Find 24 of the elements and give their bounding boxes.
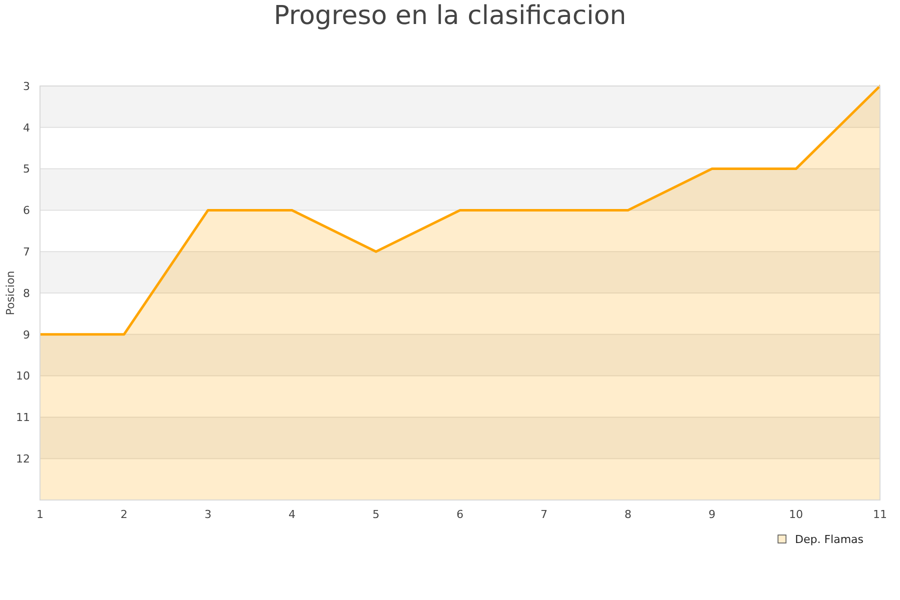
y-tick-label: 12 bbox=[16, 452, 30, 466]
y-tick-label: 6 bbox=[23, 204, 30, 218]
y-tick-label: 10 bbox=[16, 370, 30, 383]
x-tick-label: 9 bbox=[708, 508, 716, 521]
x-tick-label: 6 bbox=[456, 508, 464, 521]
legend-label: Dep. Flamas bbox=[795, 532, 864, 546]
x-tick-label: 10 bbox=[789, 508, 803, 521]
x-tick-label: 2 bbox=[120, 508, 128, 521]
x-tick-label: 1 bbox=[36, 508, 44, 521]
y-tick-label: 11 bbox=[16, 411, 30, 424]
y-tick-label: 3 bbox=[23, 80, 30, 93]
x-tick-label: 8 bbox=[624, 508, 632, 521]
y-tick-label: 5 bbox=[23, 162, 30, 176]
y-tick-label: 7 bbox=[23, 245, 30, 258]
x-tick-label: 3 bbox=[204, 508, 212, 521]
y-tick-label: 8 bbox=[23, 286, 30, 300]
y-tick-label: 4 bbox=[23, 121, 30, 134]
x-tick-label: 7 bbox=[540, 508, 548, 521]
x-tick-label: 11 bbox=[873, 508, 887, 521]
y-axis-title: Posicion bbox=[4, 270, 17, 316]
y-tick-label: 9 bbox=[23, 328, 30, 342]
x-tick-label: 5 bbox=[372, 508, 380, 521]
chart-title: Progreso en la clasificacion bbox=[274, 1, 626, 31]
x-tick-label: 4 bbox=[288, 508, 296, 521]
